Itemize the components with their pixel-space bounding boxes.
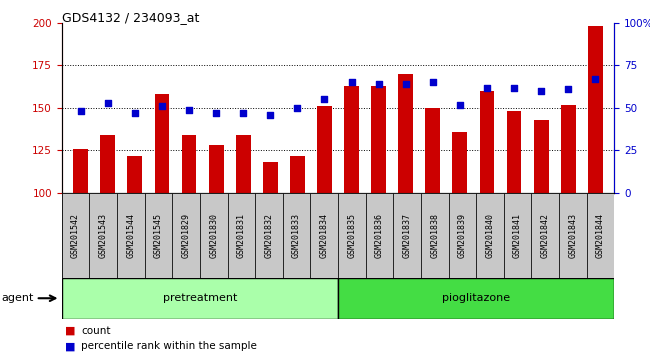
Point	[346, 80, 357, 85]
Text: GSM201834: GSM201834	[320, 213, 329, 258]
Bar	[62, 193, 90, 278]
Bar	[144, 193, 172, 278]
Bar	[421, 193, 448, 278]
Point	[373, 81, 384, 87]
Point	[319, 97, 330, 102]
Text: GSM201542: GSM201542	[71, 213, 80, 258]
Bar	[338, 193, 365, 278]
Bar	[365, 193, 393, 278]
Text: GSM201545: GSM201545	[154, 213, 163, 258]
Point	[184, 107, 194, 113]
Bar	[425, 108, 440, 193]
Bar	[117, 193, 144, 278]
Text: GSM201838: GSM201838	[430, 213, 439, 258]
Bar	[476, 193, 504, 278]
Bar	[172, 193, 200, 278]
Text: GSM201830: GSM201830	[209, 213, 218, 258]
Bar	[90, 193, 117, 278]
Text: GSM201836: GSM201836	[375, 213, 384, 258]
Point	[129, 110, 140, 116]
Bar	[504, 193, 532, 278]
Text: GSM201831: GSM201831	[237, 213, 246, 258]
Point	[428, 80, 438, 85]
Bar	[506, 112, 521, 193]
Point	[482, 85, 492, 90]
Bar	[344, 86, 359, 193]
Bar	[209, 145, 224, 193]
Bar	[534, 120, 549, 193]
Point	[238, 110, 248, 116]
Text: ■: ■	[65, 341, 75, 351]
Bar	[448, 193, 476, 278]
Bar	[338, 278, 614, 319]
Point	[157, 103, 167, 109]
Bar	[371, 86, 386, 193]
Point	[400, 81, 411, 87]
Point	[590, 76, 601, 82]
Bar	[290, 155, 305, 193]
Bar	[480, 91, 495, 193]
Point	[509, 85, 519, 90]
Bar	[155, 95, 170, 193]
Text: GSM201835: GSM201835	[347, 213, 356, 258]
Bar	[181, 135, 196, 193]
Text: count: count	[81, 326, 110, 336]
Point	[75, 109, 86, 114]
Point	[563, 86, 573, 92]
Text: ■: ■	[65, 326, 75, 336]
Bar	[393, 193, 421, 278]
Bar	[263, 162, 278, 193]
Bar	[127, 155, 142, 193]
Text: GDS4132 / 234093_at: GDS4132 / 234093_at	[62, 11, 199, 24]
Text: GSM201832: GSM201832	[265, 213, 274, 258]
Bar	[73, 149, 88, 193]
Bar	[559, 193, 586, 278]
Bar	[200, 193, 227, 278]
Text: GSM201842: GSM201842	[541, 213, 550, 258]
Text: GSM201843: GSM201843	[568, 213, 577, 258]
Bar	[588, 27, 603, 193]
Point	[455, 102, 465, 107]
Bar	[62, 278, 338, 319]
Bar	[452, 132, 467, 193]
Text: pioglitazone: pioglitazone	[442, 293, 510, 303]
Bar	[283, 193, 311, 278]
Text: GSM201841: GSM201841	[513, 213, 522, 258]
Text: GSM201844: GSM201844	[596, 213, 605, 258]
Text: percentile rank within the sample: percentile rank within the sample	[81, 341, 257, 351]
Point	[103, 100, 113, 106]
Bar	[317, 106, 332, 193]
Bar	[227, 193, 255, 278]
Text: GSM201543: GSM201543	[99, 213, 108, 258]
Text: GSM201837: GSM201837	[402, 213, 411, 258]
Bar	[561, 104, 576, 193]
Text: GSM201833: GSM201833	[292, 213, 301, 258]
Text: agent: agent	[1, 293, 34, 303]
Bar	[586, 193, 614, 278]
Bar	[532, 193, 559, 278]
Text: GSM201840: GSM201840	[486, 213, 495, 258]
Text: GSM201544: GSM201544	[126, 213, 135, 258]
Text: GSM201839: GSM201839	[458, 213, 467, 258]
Bar	[255, 193, 283, 278]
Bar	[311, 193, 338, 278]
Bar	[100, 135, 115, 193]
Point	[265, 112, 276, 118]
Text: GSM201829: GSM201829	[181, 213, 190, 258]
Point	[292, 105, 303, 111]
Text: pretreatment: pretreatment	[162, 293, 237, 303]
Point	[211, 110, 221, 116]
Point	[536, 88, 546, 94]
Bar	[398, 74, 413, 193]
Bar	[236, 135, 251, 193]
